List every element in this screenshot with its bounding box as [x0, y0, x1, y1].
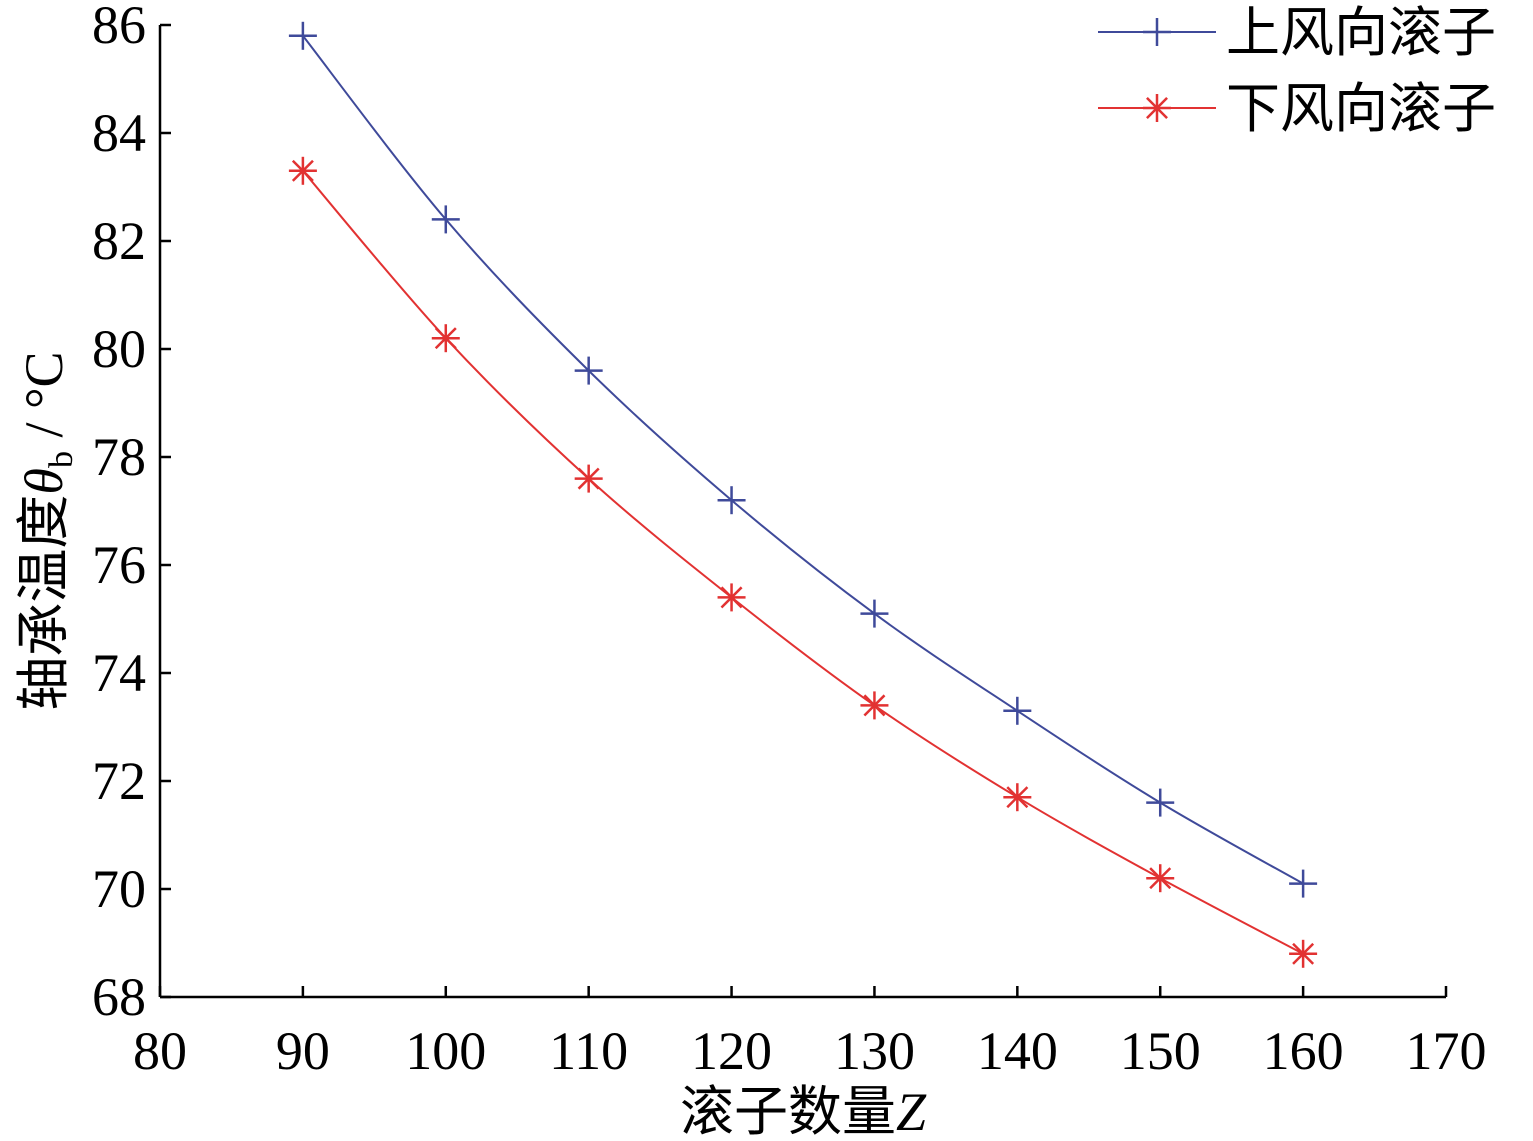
data-point [574, 356, 603, 385]
data-point [1289, 939, 1318, 968]
y-tick-label: 86 [92, 0, 146, 55]
marker-stroke [577, 467, 600, 490]
series-1 [288, 21, 1318, 898]
x-tick-label: 90 [276, 1021, 330, 1081]
y-tick-label: 82 [92, 211, 146, 271]
legend-item-1: 上风向滚子 [1098, 3, 1496, 63]
marker-stroke [1006, 786, 1029, 809]
data-point [431, 324, 460, 353]
x-tick-label: 80 [133, 1021, 187, 1081]
legend-item-2: 下风向滚子 [1098, 79, 1496, 139]
data-point [1003, 696, 1032, 725]
y-tick-label: 70 [92, 859, 146, 919]
marker-stroke [720, 586, 743, 609]
data-point [717, 486, 746, 515]
y-tick-label: 78 [92, 427, 146, 487]
data-point [1289, 869, 1318, 898]
data-point [860, 599, 889, 628]
marker-stroke [1146, 97, 1168, 119]
y-tick-label: 80 [92, 319, 146, 379]
data-point [717, 583, 746, 612]
marker-stroke [1149, 867, 1172, 890]
marker-stroke [863, 694, 886, 717]
data-point [860, 691, 889, 720]
x-tick-label: 100 [405, 1021, 486, 1081]
series-line [302, 35, 1304, 885]
y-tick-label: 76 [92, 535, 146, 595]
marker-stroke [291, 159, 314, 182]
y-tick-label: 68 [92, 967, 146, 1027]
data-point [288, 156, 317, 185]
legend-label: 上风向滚子 [1226, 3, 1496, 63]
series-2 [288, 156, 1318, 968]
data-point [288, 21, 317, 50]
x-tick-label: 110 [549, 1021, 628, 1081]
x-tick-label: 150 [1120, 1021, 1201, 1081]
x-tick-label: 140 [977, 1021, 1058, 1081]
x-tick-label: 130 [834, 1021, 915, 1081]
series-line [302, 170, 1304, 955]
data-point [431, 205, 460, 234]
data-point [1003, 783, 1032, 812]
legend-label: 下风向滚子 [1226, 79, 1496, 139]
y-axis-label: 轴承温度θb / °C [14, 351, 80, 710]
series-layer [288, 21, 1318, 968]
y-tick-label: 74 [92, 643, 146, 703]
axes: 80 90 100 110 120 130 140 150 160 170 68 70 72 74 76 78… [92, 0, 1487, 1081]
data-point [574, 464, 603, 493]
y-tick-label: 72 [92, 751, 146, 811]
data-point [1146, 788, 1175, 817]
x-axis-label: 滚子数量Z [680, 1082, 927, 1141]
x-tick-label: 160 [1263, 1021, 1344, 1081]
y-tick-label: 84 [92, 103, 146, 163]
marker-stroke [1292, 942, 1315, 965]
x-tick-label: 170 [1406, 1021, 1487, 1081]
legend-marker [1143, 94, 1171, 122]
marker-stroke [434, 327, 457, 350]
data-point [1146, 864, 1175, 893]
legend-marker [1143, 18, 1171, 46]
x-tick-label: 120 [691, 1021, 772, 1081]
